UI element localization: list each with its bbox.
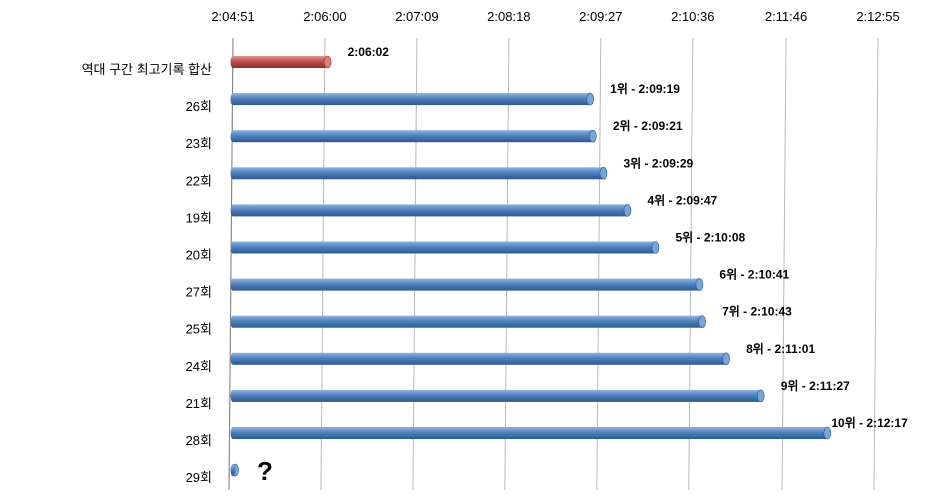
data-label: 2:06:02 bbox=[348, 45, 390, 59]
gridline bbox=[412, 37, 418, 491]
gridline bbox=[873, 37, 879, 491]
x-tick-label: 2:09:27 bbox=[579, 9, 622, 24]
x-tick-label: 2:10:36 bbox=[671, 9, 714, 24]
category-label: 역대 구간 최고기록 합산 bbox=[82, 62, 212, 77]
category-label: 27회 bbox=[186, 285, 212, 300]
bar bbox=[230, 241, 660, 254]
data-label: 5위 - 2:10:08 bbox=[675, 231, 745, 245]
gridline bbox=[320, 37, 326, 491]
data-label: 4위 - 2:09:47 bbox=[647, 193, 717, 207]
gridline bbox=[504, 37, 510, 491]
category-label: 29회 bbox=[186, 470, 212, 485]
bar bbox=[230, 55, 332, 69]
bar bbox=[230, 92, 594, 106]
bars bbox=[230, 55, 832, 477]
gridline bbox=[688, 37, 694, 491]
bar bbox=[230, 352, 730, 366]
data-label: 10위 - 2:12:17 bbox=[831, 416, 908, 430]
category-label: 23회 bbox=[186, 136, 212, 151]
y-axis-line bbox=[228, 37, 234, 491]
x-axis-ticks: 2:04:51 2:06:00 2:07:09 2:08:18 2:09:27 2:10:… bbox=[211, 9, 899, 24]
bar bbox=[230, 463, 239, 477]
category-label: 22회 bbox=[186, 173, 212, 188]
bar bbox=[230, 278, 704, 291]
x-tick-label: 2:06:00 bbox=[303, 9, 346, 24]
data-label: 7위 - 2:10:43 bbox=[722, 305, 792, 319]
x-tick-label: 2:11:46 bbox=[765, 9, 807, 24]
category-label: 21회 bbox=[186, 396, 212, 411]
category-label: 24회 bbox=[186, 359, 212, 374]
x-tick-label: 2:04:51 bbox=[211, 9, 254, 24]
data-label: 9위 - 2:11:27 bbox=[781, 379, 850, 393]
category-label: 19회 bbox=[186, 210, 212, 225]
data-label: 1위 - 2:09:19 bbox=[610, 82, 680, 96]
bar bbox=[230, 389, 765, 403]
category-label: 25회 bbox=[186, 322, 212, 337]
bar bbox=[230, 315, 706, 329]
data-label: 8위 - 2:11:01 bbox=[746, 342, 815, 356]
category-labels: 역대 구간 최고기록 합산 26회 23회 22회 19회 20회 27회 25회 24회 21회… bbox=[82, 62, 212, 485]
data-labels: 2:06:02 1위 - 2:09:19 2위 - 2:09:21 3위 - 2:09… bbox=[257, 45, 908, 486]
data-label: 6위 - 2:10:41 bbox=[719, 268, 789, 282]
x-tick-label: 2:07:09 bbox=[395, 9, 438, 24]
data-label: ? bbox=[257, 456, 273, 486]
category-label: 26회 bbox=[186, 99, 212, 114]
x-tick-label: 2:08:18 bbox=[487, 9, 530, 24]
category-label: 28회 bbox=[186, 433, 212, 448]
category-label: 20회 bbox=[186, 248, 212, 263]
bar bbox=[230, 129, 597, 143]
gridline bbox=[596, 37, 602, 491]
x-tick-label: 2:12:55 bbox=[856, 9, 899, 24]
bar bbox=[230, 167, 608, 180]
data-label: 2위 - 2:09:21 bbox=[613, 119, 683, 133]
bar bbox=[230, 204, 632, 217]
gridlines bbox=[228, 37, 879, 491]
bar bbox=[230, 426, 832, 440]
data-label: 3위 - 2:09:29 bbox=[623, 156, 693, 170]
gridline bbox=[781, 37, 787, 491]
